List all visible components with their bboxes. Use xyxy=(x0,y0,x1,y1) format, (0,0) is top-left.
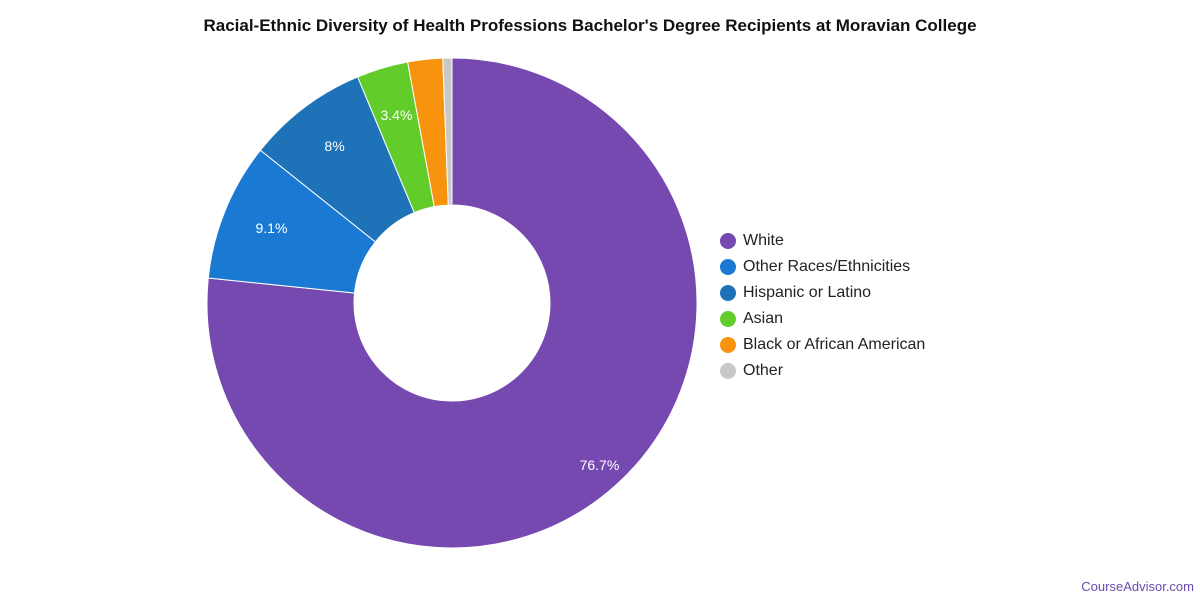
slice-label-hispanic-or-latino: 8% xyxy=(324,138,344,154)
legend-label: White xyxy=(743,232,784,249)
slice-label-white: 76.7% xyxy=(580,457,620,473)
legend-swatch xyxy=(720,233,736,249)
legend-label: Hispanic or Latino xyxy=(743,284,872,301)
legend-label: Asian xyxy=(743,310,784,327)
legend-label: Other xyxy=(743,362,784,379)
legend-item-white[interactable]: White xyxy=(720,228,925,254)
legend-swatch xyxy=(720,311,736,327)
legend-swatch xyxy=(720,285,736,301)
chart-legend: White Other Races/Ethnicities Hispanic or … xyxy=(720,228,925,384)
slice-white xyxy=(206,57,698,549)
legend-label: Other Races/Ethnicities xyxy=(743,258,911,275)
chart-title: Racial-Ethnic Diversity of Health Profes… xyxy=(203,16,977,35)
legend-label: Black or African American xyxy=(743,336,926,353)
legend-item-other-races-ethnicities[interactable]: Other Races/Ethnicities xyxy=(720,254,925,280)
legend-item-black-or-african-american[interactable]: Black or African American xyxy=(720,332,925,358)
watermark: CourseAdvisor.com xyxy=(1081,579,1194,594)
legend-swatch xyxy=(720,337,736,353)
legend-swatch xyxy=(720,363,736,379)
legend-swatch xyxy=(720,259,736,275)
legend-item-hispanic-or-latino[interactable]: Hispanic or Latino xyxy=(720,280,925,306)
slice-label-asian: 3.4% xyxy=(381,107,413,123)
slice-label-other-races-ethnicities: 9.1% xyxy=(256,220,288,236)
legend-item-other[interactable]: Other xyxy=(720,358,925,384)
slice-other xyxy=(442,57,453,206)
legend-item-asian[interactable]: Asian xyxy=(720,306,925,332)
